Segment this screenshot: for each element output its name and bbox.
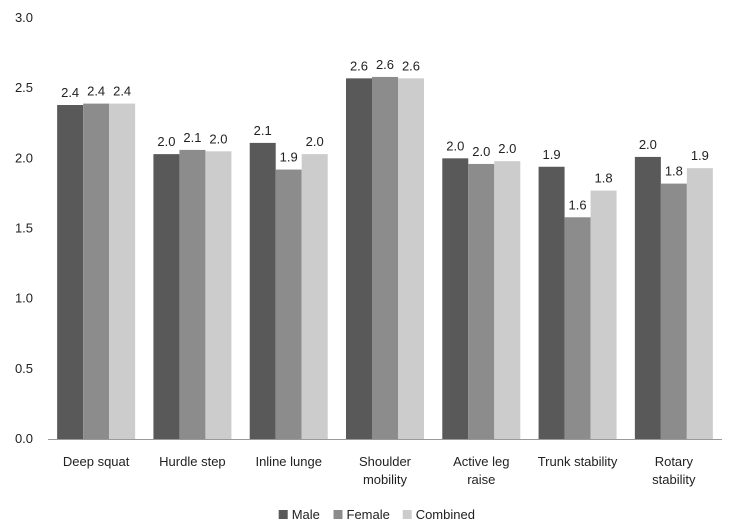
data-label: 2.6 [350,58,368,73]
bar-combined [686,168,713,439]
legend-swatch-female [333,510,343,519]
y-axis: 0.0 0.5 1.0 1.5 2.0 2.5 3.0 [15,10,33,446]
x-tick-label: Inline lunge [255,454,322,469]
bar-male [346,78,372,440]
x-tick-label: Active leg raise [453,454,509,487]
bar-male [538,166,565,439]
data-label: 2.0 [209,131,227,146]
data-label: 2.4 [87,84,105,99]
bar-female [660,183,687,439]
data-label: 2.4 [113,84,131,99]
bar-male [634,156,661,439]
data-label: 2.6 [402,58,420,73]
x-axis: Deep squat Hurdle step Inline lunge Shoulde… [48,439,722,487]
legend-label-female: Female [347,507,390,522]
y-tick-label: 0.0 [15,431,33,446]
data-labels-group: 2.4 2.0 2.1 2.6 2.0 1.9 2.0 2.4 2.1 1.9 2.6 2.0 1.6 1… [61,57,709,212]
bar-combined [494,161,521,439]
bar-female [372,76,398,439]
bar-combined [398,78,424,440]
bar-combined [301,154,328,439]
data-label: 1.9 [691,148,709,163]
data-label: 2.1 [183,130,201,145]
bar-female [179,149,206,439]
bar-combined [109,103,136,439]
bar-male [153,154,180,439]
data-label: 2.6 [376,57,394,72]
data-label: 1.9 [280,150,298,165]
x-tick-label: Hurdle step [159,454,225,469]
data-label: 1.6 [569,197,587,212]
data-label: 2.0 [498,141,516,156]
bar-combined [590,190,617,439]
y-tick-label: 1.0 [15,291,33,306]
bar-female [275,169,302,439]
data-label: 2.0 [157,134,175,149]
bar-male [442,158,469,440]
legend-label-male: Male [292,507,320,522]
y-tick-label: 3.0 [15,10,33,25]
x-tick-label: Rotary stability [652,454,696,487]
legend-swatch-male [278,510,288,519]
data-label: 2.0 [306,134,324,149]
legend: Male Female Combined [278,507,475,522]
y-tick-label: 1.5 [15,221,33,236]
x-tick-label: Trunk stability [538,454,618,469]
bar-combined [205,151,232,440]
bar-male [57,105,84,440]
bars-group [57,76,713,440]
data-label: 2.0 [639,137,657,152]
x-tick-label: Deep squat [63,454,130,469]
bar-male [249,142,276,439]
bar-female [564,217,591,439]
data-label: 1.9 [543,147,561,162]
bar-female [83,103,110,439]
y-tick-label: 2.5 [15,80,33,95]
data-label: 2.0 [446,138,464,153]
bar-female [468,163,495,440]
y-tick-label: 2.0 [15,150,33,165]
legend-swatch-combined [402,510,412,519]
data-label: 1.8 [595,171,613,186]
x-tick-label: Shoulder mobility [359,454,412,487]
data-label: 2.4 [61,85,79,100]
data-label: 2.0 [472,144,490,159]
y-tick-label: 0.5 [15,361,33,376]
data-label: 2.1 [254,123,272,138]
data-label: 1.8 [665,164,683,179]
legend-label-combined: Combined [416,507,475,522]
